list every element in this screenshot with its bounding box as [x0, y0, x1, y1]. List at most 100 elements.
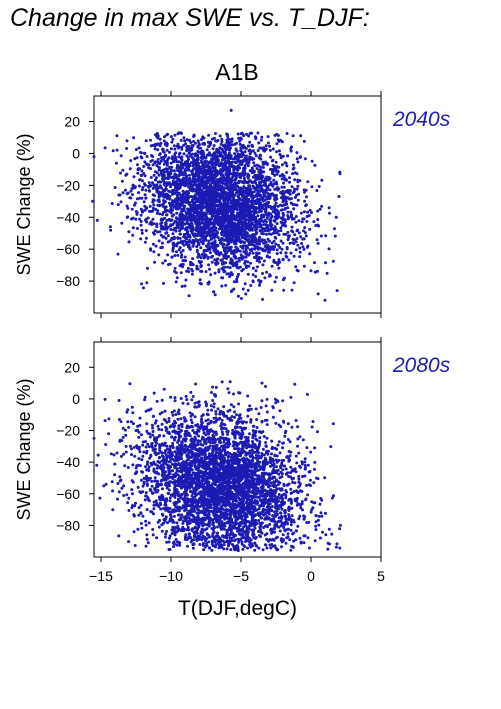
data-point — [172, 144, 176, 148]
data-point — [208, 141, 212, 145]
data-point — [257, 164, 260, 168]
data-point — [153, 147, 157, 151]
data-point — [276, 204, 280, 208]
data-point — [191, 206, 195, 210]
data-point — [185, 212, 189, 216]
data-point — [192, 158, 196, 162]
data-point — [303, 226, 307, 230]
data-point — [258, 281, 262, 285]
data-point — [213, 166, 217, 170]
data-point — [257, 141, 261, 145]
data-point — [287, 513, 291, 517]
data-point — [174, 189, 178, 192]
data-point — [263, 276, 267, 280]
data-point — [245, 132, 249, 136]
data-point — [257, 190, 261, 194]
data-point — [280, 163, 284, 167]
data-point — [302, 264, 306, 268]
data-point — [204, 227, 208, 231]
data-point — [215, 173, 219, 177]
data-point — [192, 134, 196, 138]
data-point — [219, 258, 223, 262]
data-point — [197, 220, 200, 224]
data-point — [220, 140, 224, 144]
data-point — [162, 168, 166, 172]
data-point — [142, 286, 145, 290]
data-point — [284, 177, 288, 181]
data-point — [156, 157, 160, 161]
data-point — [160, 157, 164, 161]
data-point — [262, 259, 266, 263]
data-point — [171, 137, 175, 141]
data-point — [111, 149, 115, 153]
data-point — [297, 219, 301, 223]
data-point — [305, 220, 309, 223]
data-point — [265, 162, 269, 165]
data-point — [312, 220, 316, 224]
data-point — [111, 489, 115, 493]
data-point — [213, 198, 217, 201]
data-point — [238, 207, 242, 211]
data-point — [243, 222, 246, 226]
data-point — [275, 142, 279, 146]
data-point — [224, 191, 228, 195]
data-point — [221, 155, 225, 159]
data-point — [131, 463, 135, 467]
data-point — [149, 159, 153, 163]
data-point — [182, 207, 186, 211]
data-point — [149, 176, 153, 179]
data-point — [258, 260, 262, 264]
data-point — [155, 183, 159, 187]
data-point — [130, 207, 134, 211]
data-point — [320, 178, 324, 182]
data-point — [188, 185, 192, 189]
data-point — [251, 273, 255, 277]
data-point — [221, 158, 225, 162]
data-point — [293, 196, 297, 199]
data-point — [338, 170, 342, 174]
data-point — [231, 194, 235, 197]
data-point — [115, 148, 119, 152]
data-point — [145, 422, 149, 426]
data-point — [273, 280, 277, 284]
data-point — [112, 453, 116, 457]
data-point — [183, 162, 187, 166]
data-point — [199, 198, 203, 202]
data-point — [223, 205, 227, 209]
data-point — [165, 144, 169, 148]
data-point — [226, 201, 230, 205]
data-point — [155, 536, 159, 540]
data-point — [176, 206, 180, 210]
data-point — [135, 212, 139, 216]
data-point — [268, 274, 271, 278]
data-point — [234, 148, 238, 152]
data-point — [244, 266, 248, 269]
data-point — [196, 164, 200, 168]
data-point — [200, 161, 204, 165]
data-point — [239, 228, 243, 232]
data-point — [134, 148, 138, 151]
data-point — [219, 147, 223, 151]
data-point — [189, 418, 193, 422]
data-point — [202, 211, 206, 215]
data-point — [277, 233, 281, 237]
data-point — [125, 204, 129, 208]
data-point — [257, 170, 261, 174]
data-point — [180, 284, 184, 288]
data-point — [285, 171, 289, 174]
data-point — [254, 208, 258, 212]
data-point — [228, 164, 232, 168]
data-point — [257, 412, 261, 416]
data-point — [206, 168, 210, 172]
data-point — [173, 533, 177, 537]
plot-frame — [93, 95, 382, 314]
data-point — [160, 487, 164, 491]
data-point — [190, 156, 194, 159]
data-point — [212, 290, 216, 294]
data-point — [298, 156, 302, 159]
data-point — [185, 218, 189, 222]
data-point — [293, 171, 297, 175]
data-point — [177, 179, 181, 183]
data-point — [256, 131, 260, 135]
data-point — [170, 140, 174, 144]
